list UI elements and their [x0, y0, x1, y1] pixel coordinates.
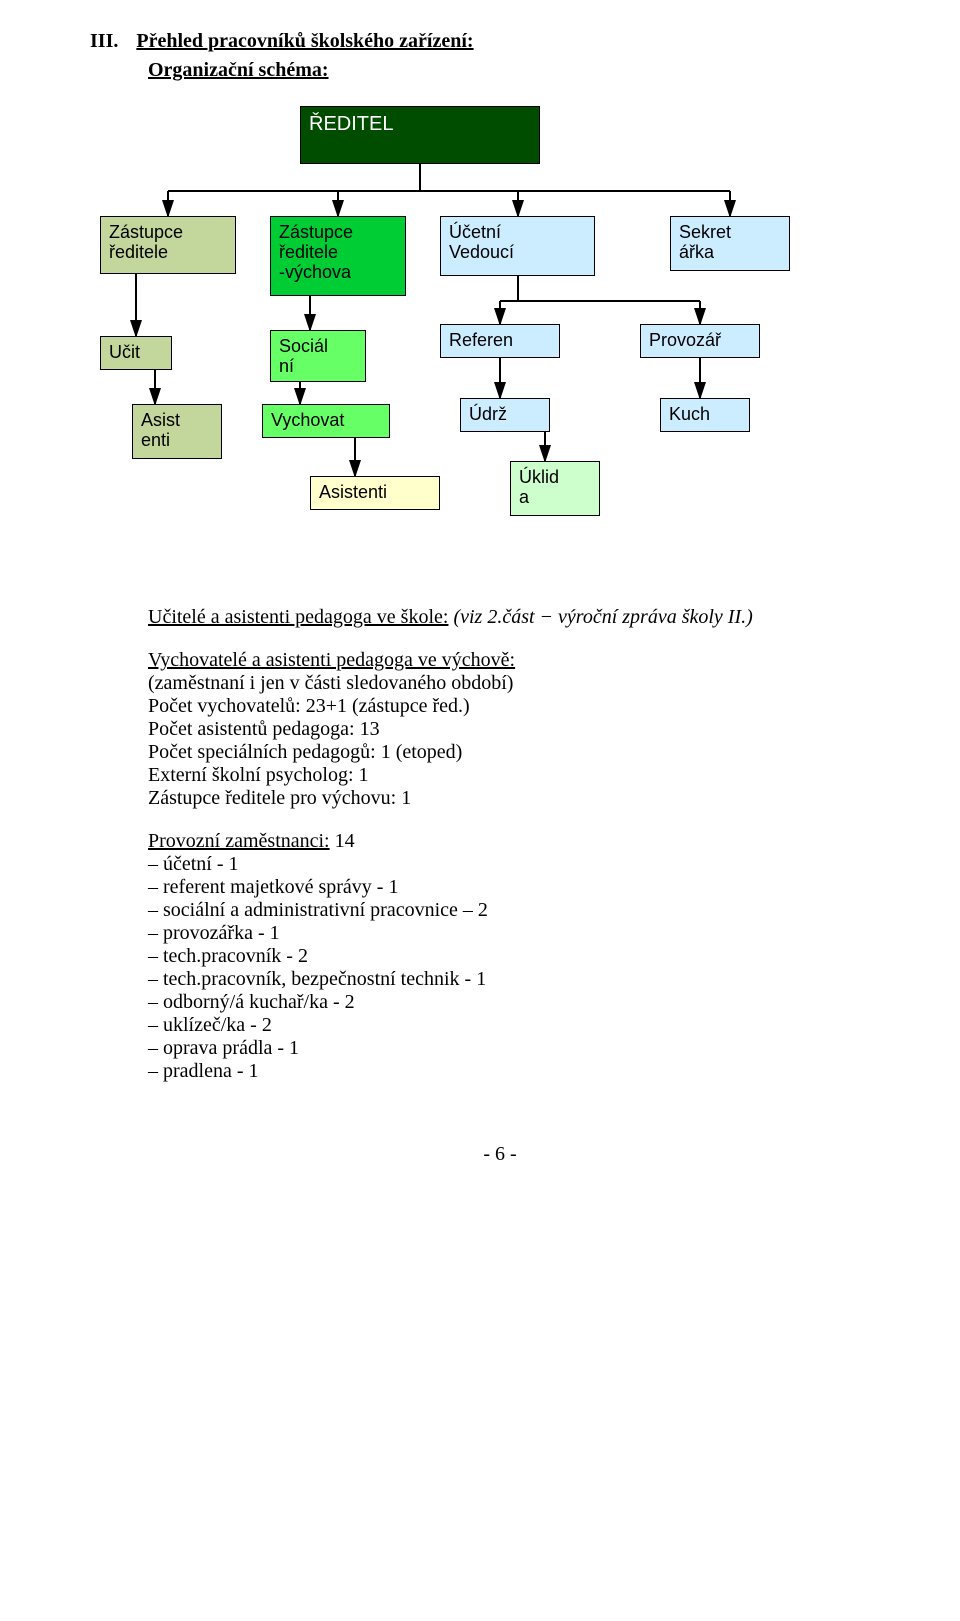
- vychov-title: Vychovatelé a asistenti pedagoga ve vých…: [148, 649, 910, 672]
- node-provozar: Provozář: [640, 324, 760, 358]
- node-zast1: Zástupceředitele: [100, 216, 236, 274]
- node-vychovat: Vychovat: [262, 404, 390, 438]
- node-social: Sociální: [270, 330, 366, 382]
- provoz-list: účetní - 1referent majetkové správy - 1s…: [148, 853, 910, 1083]
- node-referen: Referen: [440, 324, 560, 358]
- provoz-count: 14: [330, 830, 355, 852]
- teachers-line-underline: Učitelé a asistenti pedagoga ve škole:: [148, 606, 448, 628]
- vychov-line: (zaměstnaní i jen v části sledovaného ob…: [148, 672, 910, 695]
- heading-title: Přehled pracovníků školského zařízení:: [136, 30, 473, 53]
- node-uklid: Úklida: [510, 461, 600, 516]
- vychov-line: Externí školní psycholog: 1: [148, 764, 910, 787]
- provoz-item: sociální a administrativní pracovnice – …: [148, 899, 910, 922]
- vychov-lines: (zaměstnaní i jen v části sledovaného ob…: [148, 672, 910, 810]
- node-asistenti: Asistenti: [310, 476, 440, 510]
- provoz-item: tech.pracovník - 2: [148, 945, 910, 968]
- node-udrz: Údrž: [460, 398, 550, 432]
- node-kuch: Kuch: [660, 398, 750, 432]
- provoz-title: Provozní zaměstnanci:: [148, 830, 330, 852]
- provoz-item: referent majetkové správy - 1: [148, 876, 910, 899]
- provoz-item: odborný/á kuchař/ka - 2: [148, 991, 910, 1014]
- node-zast2: Zástupceředitele-výchova: [270, 216, 406, 296]
- provoz-item: pradlena - 1: [148, 1060, 910, 1083]
- org-chart: ŘEDITEL Zástupceředitele Zástupceředitel…: [100, 106, 920, 576]
- vychov-line: Zástupce ředitele pro výchovu: 1: [148, 787, 910, 810]
- vychov-line: Počet asistentů pedagoga: 13: [148, 718, 910, 741]
- node-ucetni: ÚčetníVedoucí: [440, 216, 595, 276]
- provoz-item: uklízeč/ka - 2: [148, 1014, 910, 1037]
- provoz-item: účetní - 1: [148, 853, 910, 876]
- node-ucit: Učit: [100, 336, 172, 370]
- node-sekret: Sekretářka: [670, 216, 790, 271]
- teachers-line-italic: (viz 2.část − výroční zpráva školy II.): [448, 606, 752, 628]
- node-reditel: ŘEDITEL: [300, 106, 540, 164]
- provoz-item: oprava prádla - 1: [148, 1037, 910, 1060]
- vychov-line: Počet speciálních pedagogů: 1 (etoped): [148, 741, 910, 764]
- heading-subtitle: Organizační schéma:: [148, 59, 910, 82]
- page-number: - 6 -: [90, 1143, 910, 1166]
- heading-roman: III.: [90, 30, 118, 53]
- vychov-line: Počet vychovatelů: 23+1 (zástupce řed.): [148, 695, 910, 718]
- provoz-item: provozářka - 1: [148, 922, 910, 945]
- node-asist: Asistenti: [132, 404, 222, 459]
- provoz-item: tech.pracovník, bezpečnostní technik - 1: [148, 968, 910, 991]
